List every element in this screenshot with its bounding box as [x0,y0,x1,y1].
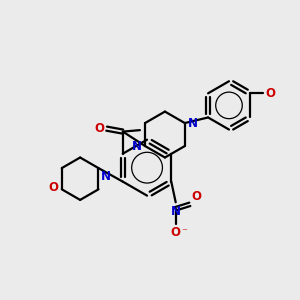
Text: O: O [49,181,59,194]
Text: O: O [265,87,275,100]
Text: N: N [188,117,198,130]
Text: O: O [192,190,202,202]
Text: N: N [132,140,142,152]
Text: ⁻: ⁻ [182,227,188,237]
Text: N: N [100,170,111,184]
Text: N: N [171,205,181,218]
Text: O: O [94,122,104,135]
Text: O: O [171,226,181,239]
